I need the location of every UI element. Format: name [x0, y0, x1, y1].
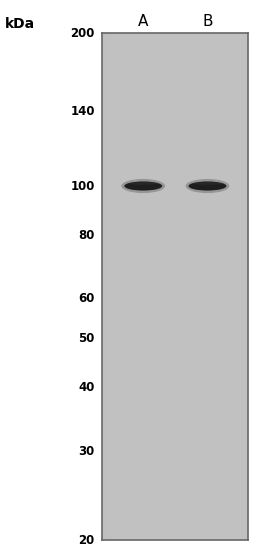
Text: B: B: [202, 14, 213, 29]
Ellipse shape: [188, 182, 227, 190]
Ellipse shape: [129, 182, 158, 185]
Ellipse shape: [124, 182, 162, 190]
Text: 30: 30: [79, 444, 95, 457]
Text: 140: 140: [70, 105, 95, 119]
Text: 200: 200: [70, 27, 95, 40]
Text: 20: 20: [79, 534, 95, 547]
Ellipse shape: [193, 182, 222, 185]
Text: 100: 100: [70, 179, 95, 193]
Ellipse shape: [121, 179, 165, 193]
Text: 80: 80: [78, 228, 95, 242]
Text: 60: 60: [78, 292, 95, 305]
Text: kDa: kDa: [5, 17, 35, 31]
Text: 50: 50: [78, 332, 95, 345]
Text: 40: 40: [78, 381, 95, 394]
FancyBboxPatch shape: [110, 33, 241, 540]
Text: A: A: [138, 14, 148, 29]
Ellipse shape: [186, 179, 229, 193]
